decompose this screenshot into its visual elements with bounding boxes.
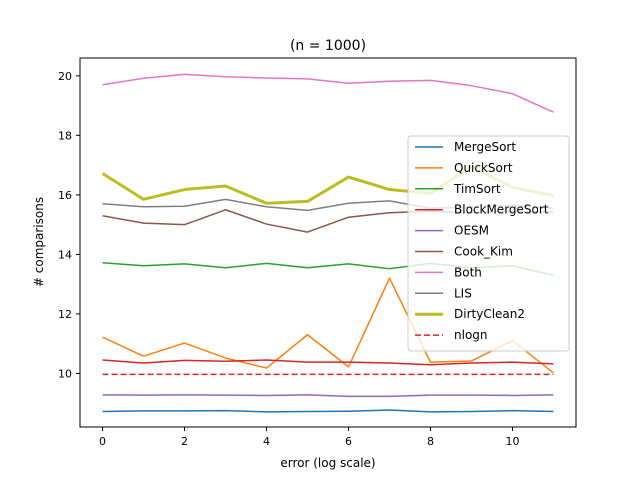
legend-box (407, 135, 570, 352)
y-tick-label: 10 (58, 367, 72, 380)
x-tick-label: 2 (181, 435, 188, 448)
x-tick-label: 0 (99, 435, 106, 448)
legend-label: QuickSort (454, 161, 513, 175)
legend-label: OESM (454, 224, 489, 238)
series-line-both (102, 73, 554, 113)
y-axis: 10 12 14 16 18 20 (58, 70, 80, 380)
x-tick-label: 4 (263, 435, 270, 448)
legend: MergeSort QuickSort TimSort BlockMergeSort O… (407, 135, 570, 352)
legend-label: nlogn (454, 328, 488, 342)
plot-frame (79, 57, 577, 428)
y-tick-label: 18 (58, 129, 72, 142)
x-axis: 0 2 4 6 8 10 (99, 427, 519, 448)
legend-label: DirtyClean2 (454, 307, 525, 321)
y-tick-label: 16 (58, 189, 72, 202)
x-tick-label: 8 (427, 435, 434, 448)
y-axis-label: # comparisons (32, 197, 46, 287)
legend-label: Both (454, 265, 482, 279)
chart-title: (n = 1000) (290, 38, 366, 54)
legend-label: MergeSort (454, 140, 516, 154)
y-tick-label: 14 (58, 248, 72, 261)
legend-label: LIS (454, 286, 472, 300)
legend-label: BlockMergeSort (454, 203, 549, 217)
series-line-blockmergesort (102, 359, 554, 366)
y-tick-label: 20 (58, 70, 72, 83)
x-tick-label: 6 (345, 435, 352, 448)
x-axis-label: error (log scale) (280, 456, 375, 470)
x-tick-label: 10 (505, 435, 519, 448)
series-line-quicksort (102, 277, 554, 374)
y-tick-label: 12 (58, 308, 72, 321)
legend-label: Cook_Kim (454, 245, 513, 259)
legend-label: TimSort (453, 182, 501, 196)
series-line-mergesort (102, 409, 554, 413)
series-line-oesm (102, 394, 554, 398)
